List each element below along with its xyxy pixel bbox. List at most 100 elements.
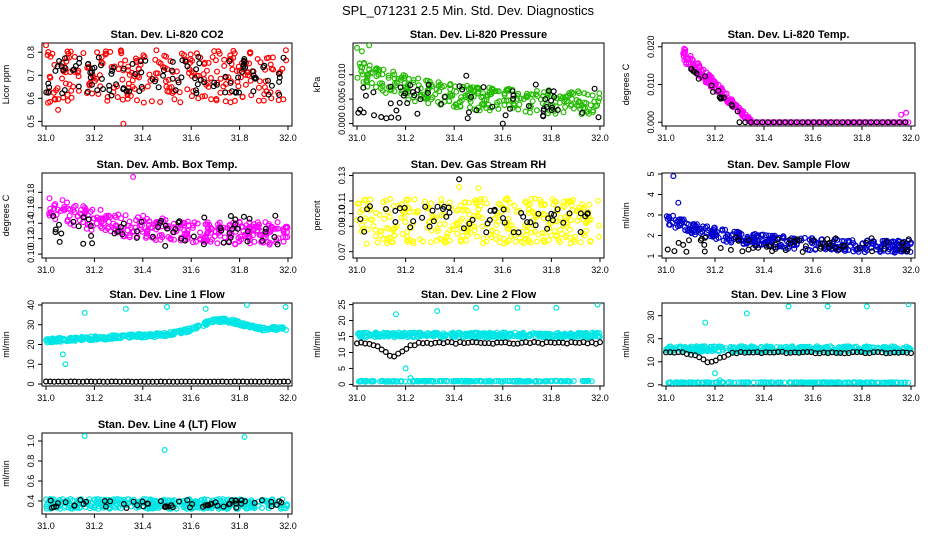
data-point bbox=[456, 83, 463, 90]
data-point bbox=[105, 218, 112, 225]
data-point bbox=[155, 505, 162, 512]
data-point bbox=[715, 347, 722, 354]
data-point bbox=[275, 97, 282, 104]
data-point bbox=[140, 99, 147, 106]
data-point bbox=[841, 119, 848, 126]
data-point bbox=[577, 239, 584, 246]
data-point bbox=[255, 97, 262, 104]
data-point bbox=[456, 176, 463, 183]
data-point bbox=[211, 378, 218, 385]
data-point bbox=[777, 241, 784, 248]
data-point bbox=[514, 92, 521, 99]
data-point bbox=[95, 54, 102, 61]
data-point bbox=[354, 217, 361, 224]
x-tick-label: 31.6 bbox=[182, 133, 200, 143]
data-point bbox=[167, 236, 174, 243]
data-point bbox=[524, 219, 531, 226]
data-point bbox=[816, 119, 823, 126]
data-point bbox=[481, 340, 488, 347]
data-point bbox=[65, 54, 72, 61]
x-tick-label: 32.0 bbox=[591, 265, 609, 275]
data-point bbox=[587, 102, 594, 109]
data-point bbox=[171, 96, 178, 103]
data-point bbox=[374, 239, 381, 246]
data-point bbox=[596, 339, 603, 346]
data-point bbox=[475, 206, 482, 213]
data-point bbox=[525, 102, 532, 109]
data-point bbox=[191, 219, 198, 226]
data-point bbox=[568, 339, 575, 346]
data-point bbox=[85, 60, 92, 67]
data-point bbox=[676, 343, 683, 350]
data-point bbox=[102, 503, 109, 510]
data-point bbox=[426, 78, 433, 85]
data-point bbox=[50, 496, 57, 503]
data-point bbox=[387, 100, 394, 107]
data-point bbox=[153, 378, 160, 385]
data-point bbox=[728, 379, 735, 386]
data-point bbox=[865, 347, 872, 354]
data-point bbox=[664, 246, 671, 253]
data-point bbox=[187, 51, 194, 58]
data-point bbox=[134, 97, 141, 104]
data-point bbox=[596, 333, 603, 340]
data-point bbox=[523, 199, 530, 206]
data-point bbox=[204, 80, 211, 87]
data-point bbox=[575, 99, 582, 106]
data-point bbox=[229, 226, 236, 233]
y-tick-label: 3 bbox=[646, 212, 656, 217]
series-sd2 bbox=[50, 212, 281, 249]
data-point bbox=[220, 503, 227, 510]
data-point bbox=[449, 331, 456, 338]
data-point bbox=[679, 379, 686, 386]
data-point bbox=[429, 94, 436, 101]
data-point bbox=[180, 504, 187, 511]
data-point bbox=[414, 209, 421, 216]
data-point bbox=[525, 209, 532, 216]
figure-title: SPL_071231 2.5 Min. Std. Dev. Diagnostic… bbox=[342, 3, 594, 18]
data-point bbox=[366, 43, 373, 49]
data-point bbox=[219, 378, 226, 385]
data-point bbox=[214, 502, 221, 509]
data-point bbox=[187, 504, 194, 511]
data-point bbox=[245, 498, 252, 505]
data-point bbox=[595, 98, 602, 105]
data-point bbox=[52, 226, 59, 233]
data-point bbox=[476, 331, 483, 338]
data-point bbox=[425, 81, 432, 88]
series-sd bbox=[43, 43, 290, 126]
data-point bbox=[59, 378, 66, 385]
data-point bbox=[665, 213, 672, 220]
data-point bbox=[160, 72, 167, 79]
data-point bbox=[485, 333, 492, 340]
data-point bbox=[239, 94, 246, 101]
data-point bbox=[364, 329, 371, 336]
data-point bbox=[392, 207, 399, 214]
data-point bbox=[839, 119, 846, 126]
data-point bbox=[562, 93, 569, 100]
data-point bbox=[533, 238, 540, 245]
data-point bbox=[429, 207, 436, 214]
y-tick-label: 0.12 bbox=[26, 230, 36, 248]
plot-frame bbox=[661, 172, 916, 259]
data-point bbox=[506, 226, 513, 233]
data-point bbox=[148, 98, 155, 105]
plot-frame bbox=[352, 302, 605, 387]
data-point bbox=[763, 343, 770, 350]
data-point bbox=[719, 227, 726, 234]
data-point bbox=[203, 67, 210, 74]
data-point bbox=[107, 48, 114, 55]
data-point bbox=[723, 90, 730, 97]
data-point bbox=[201, 214, 208, 221]
data-point bbox=[781, 344, 788, 351]
data-point bbox=[64, 216, 71, 223]
data-point bbox=[720, 237, 727, 244]
data-point bbox=[217, 89, 224, 96]
data-point bbox=[45, 89, 52, 96]
data-point bbox=[557, 226, 564, 233]
data-point bbox=[547, 339, 554, 346]
panel-title: Stan. Dev. Line 4 (LT) Flow bbox=[98, 419, 237, 431]
series-sd bbox=[43, 433, 291, 512]
data-point bbox=[428, 200, 435, 207]
data-point bbox=[514, 304, 521, 311]
